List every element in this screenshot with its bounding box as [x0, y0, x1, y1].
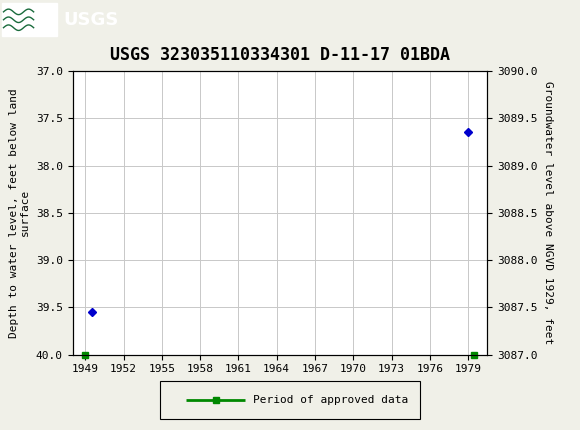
Title: USGS 323035110334301 D-11-17 01BDA: USGS 323035110334301 D-11-17 01BDA: [110, 46, 450, 64]
Bar: [2, 3, 57, 37]
Text: USGS: USGS: [64, 11, 119, 29]
Y-axis label: Depth to water level, feet below land
surface: Depth to water level, feet below land su…: [9, 88, 30, 338]
Text: Period of approved data: Period of approved data: [253, 395, 408, 405]
Bar: [160, 381, 420, 419]
Y-axis label: Groundwater level above NGVD 1929, feet: Groundwater level above NGVD 1929, feet: [543, 81, 553, 344]
